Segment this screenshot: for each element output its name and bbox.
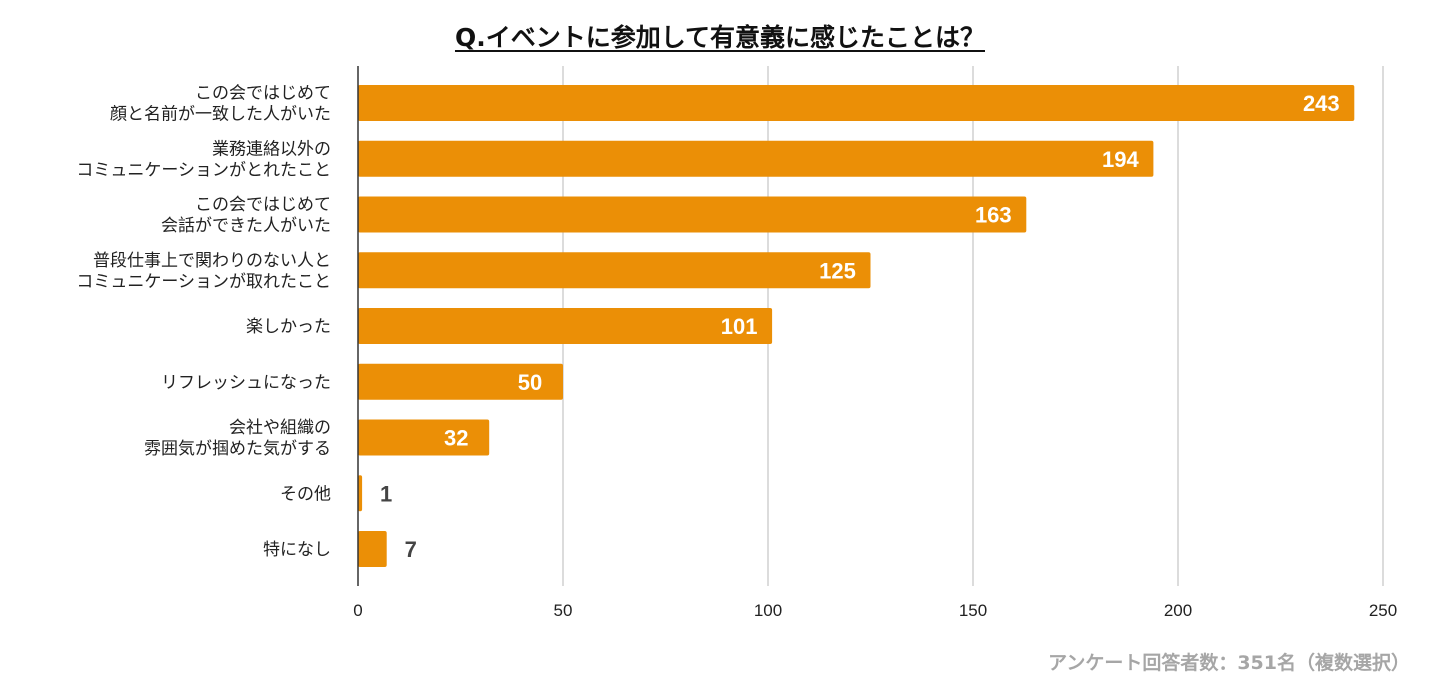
footnote: アンケート回答者数：351名（複数選択）: [1048, 652, 1410, 674]
category-label: 雰囲気が掴めた気がする: [144, 439, 331, 459]
category-label: 特になし: [263, 540, 331, 560]
bar: [358, 196, 1027, 233]
bars: 243 194 163 125 101 50 32 1 7: [358, 85, 1355, 567]
bar: [358, 363, 563, 400]
category-label: その他: [280, 484, 331, 504]
bar: [358, 140, 1154, 177]
data-label: 7: [405, 537, 417, 562]
chart-title: Q.イベントに参加して有意義に感じたことは？: [0, 18, 1440, 54]
category-labels: この会ではじめて顔と名前が一致した人がいた業務連絡以外のコミュニケーションがとれ…: [76, 84, 331, 561]
category-label: コミュニケーションがとれたこと: [76, 160, 331, 180]
category-label: コミュニケーションが取れたこと: [76, 272, 331, 292]
data-label: 101: [721, 314, 758, 339]
category-label: 業務連絡以外の: [212, 139, 331, 159]
x-tick-label: 150: [959, 601, 987, 620]
bar: [358, 252, 871, 289]
x-tick-label: 100: [754, 601, 782, 620]
category-label: 普段仕事上で関わりのない人と: [93, 251, 331, 271]
x-tick-label: 200: [1164, 601, 1192, 620]
category-label: 顔と名前が一致した人がいた: [110, 105, 331, 125]
x-tick-label: 50: [554, 601, 573, 620]
category-label: この会ではじめて: [195, 84, 331, 104]
data-label: 50: [518, 370, 542, 395]
category-label: 楽しかった: [246, 317, 331, 337]
data-label: 1: [380, 481, 392, 506]
bar: [358, 531, 387, 567]
category-label: 会話ができた人がいた: [161, 216, 331, 236]
x-tick-label: 0: [353, 601, 362, 620]
bar: [358, 308, 773, 344]
data-label: 163: [975, 203, 1012, 228]
data-label: 125: [819, 258, 856, 283]
category-label: リフレッシュになった: [161, 373, 331, 393]
x-tick-label: 250: [1369, 601, 1397, 620]
chart-title-text: Q.イベントに参加して有意義に感じたことは？: [454, 23, 985, 52]
data-label: 32: [444, 426, 468, 451]
category-label: 会社や組織の: [229, 418, 331, 438]
data-label: 194: [1102, 147, 1139, 172]
x-axis-tick-labels: 0 50 100 150 200 250: [353, 601, 1397, 620]
bar: [358, 475, 363, 512]
data-label: 243: [1303, 91, 1340, 116]
bar: [358, 419, 490, 456]
bar: [358, 85, 1355, 121]
category-label: この会ではじめて: [195, 195, 331, 215]
